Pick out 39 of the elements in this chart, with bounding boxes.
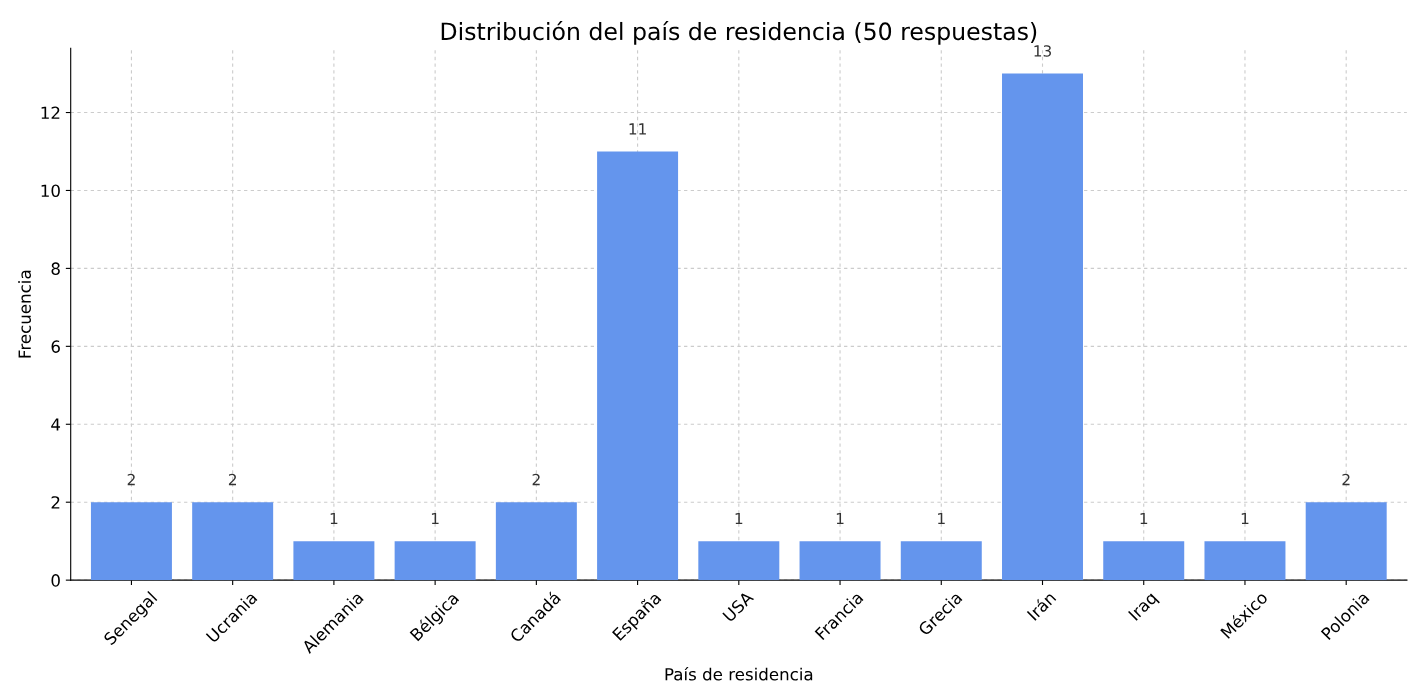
- y-tick-label: 4: [51, 418, 61, 431]
- data-label: 1: [330, 512, 338, 525]
- data-label: 1: [1140, 512, 1148, 525]
- x-tick-label: USA: [722, 590, 755, 623]
- x-axis-title: País de residencia: [665, 666, 813, 681]
- y-tick-label: 2: [51, 496, 60, 509]
- y-tick-label: 6: [51, 340, 60, 353]
- bar: [799, 541, 881, 581]
- chart-title: Distribución del país de residencia (50 respuestas): [441, 21, 1037, 45]
- y-axis-title: Frecuencia: [18, 270, 31, 358]
- bar: [1103, 541, 1185, 581]
- data-label: 1: [431, 512, 439, 525]
- bar: [597, 151, 679, 581]
- bar: [698, 541, 780, 581]
- y-tick-label: 12: [41, 106, 60, 119]
- data-label: 1: [938, 512, 945, 525]
- data-label: 2: [532, 473, 540, 486]
- data-label: 2: [228, 473, 236, 486]
- x-tick-label: Iraq: [1128, 591, 1160, 624]
- bar: [495, 502, 577, 581]
- data-label: 1: [1241, 512, 1249, 525]
- bar: [192, 502, 274, 581]
- bar: [90, 502, 172, 581]
- bar: [394, 541, 476, 581]
- bar: [1305, 502, 1387, 581]
- y-tick-label: 8: [51, 262, 60, 275]
- bar: [293, 541, 375, 581]
- y-tick-label: 0: [51, 574, 60, 587]
- data-label: 1: [836, 512, 844, 525]
- data-label: 13: [1034, 45, 1051, 57]
- bar: [1002, 73, 1083, 581]
- x-tick-label: Irán: [1025, 590, 1057, 621]
- bar: [1204, 541, 1286, 581]
- data-label: 11: [629, 123, 646, 135]
- bar: [900, 541, 982, 581]
- y-tick-label: 10: [41, 184, 60, 198]
- data-label: 2: [1342, 473, 1350, 486]
- data-label: 2: [127, 473, 135, 486]
- data-label: 1: [735, 512, 743, 525]
